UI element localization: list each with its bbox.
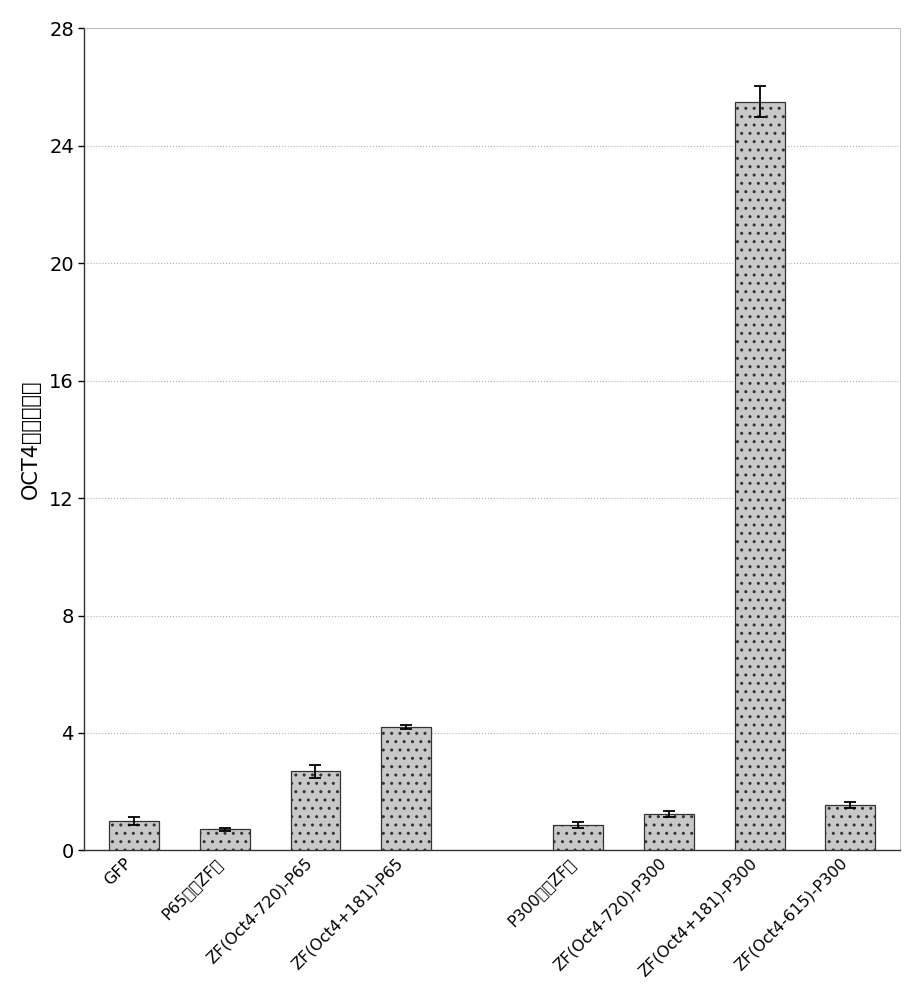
Bar: [290, 771, 341, 850]
Y-axis label: OCT4表达（倍）: OCT4表达（倍）: [21, 380, 41, 499]
Bar: [735, 102, 785, 850]
Bar: [554, 825, 603, 850]
Bar: [381, 727, 431, 850]
Bar: [644, 814, 694, 850]
Bar: [200, 829, 250, 850]
Bar: [110, 821, 159, 850]
Bar: [825, 805, 875, 850]
